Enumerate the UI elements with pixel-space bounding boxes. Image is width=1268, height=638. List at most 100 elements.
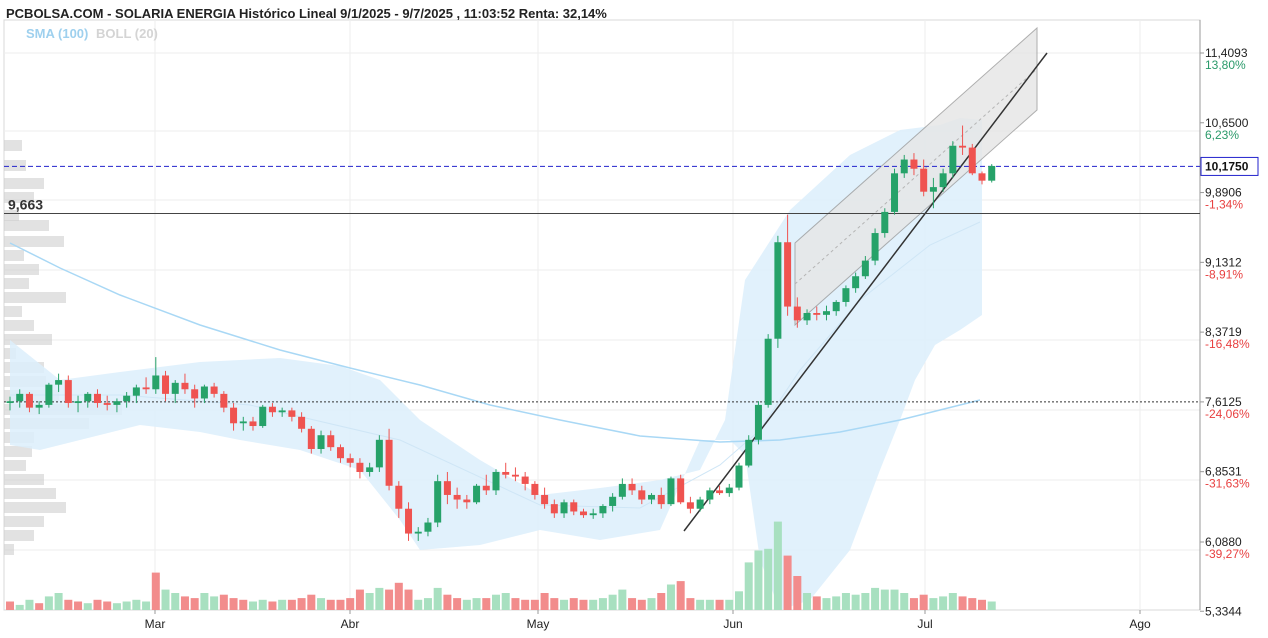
legend-sma[interactable]: SMA (100)	[26, 26, 89, 41]
candle-body	[288, 410, 296, 417]
candle-body	[103, 403, 111, 405]
candle	[842, 285, 850, 307]
candle	[152, 357, 160, 394]
profile-bar	[4, 544, 14, 555]
candle-body	[861, 260, 869, 277]
candle	[259, 404, 267, 428]
candle-body	[395, 485, 403, 509]
volume-bar	[317, 598, 326, 610]
candle-body	[891, 173, 899, 212]
volume-bar	[569, 598, 578, 610]
horizontal-levels: 9,663	[4, 165, 1200, 403]
volume-bar	[15, 604, 24, 610]
candle-body	[949, 145, 957, 174]
volume-bar	[249, 601, 257, 610]
volume-bar	[326, 599, 335, 610]
candle	[336, 444, 344, 463]
candle-body	[375, 439, 383, 468]
candle-body	[84, 393, 92, 402]
volume-bar	[919, 594, 928, 610]
volume-bar	[453, 598, 462, 610]
candle	[375, 435, 383, 472]
candle	[74, 395, 82, 413]
candle-body	[200, 386, 208, 399]
candle-body	[871, 233, 879, 261]
volume-bar	[492, 594, 500, 610]
candle-body	[832, 301, 840, 312]
candle-body	[346, 458, 354, 463]
legend-boll[interactable]: BOLL (20)	[96, 26, 158, 41]
candle-body	[210, 386, 218, 394]
candle-body	[123, 395, 131, 402]
candle	[725, 483, 733, 497]
candle	[745, 435, 753, 468]
candle	[861, 256, 869, 279]
candle-body	[784, 242, 792, 307]
candle	[959, 125, 967, 155]
volume-bar	[929, 598, 938, 610]
candle-body	[74, 401, 82, 404]
volume-bar	[472, 598, 481, 610]
volume-bar	[841, 593, 850, 610]
volume-bar	[385, 589, 394, 610]
candle-body	[725, 487, 733, 494]
volume-bar	[122, 601, 131, 610]
candle-body	[550, 504, 558, 514]
candle-body	[45, 384, 53, 405]
candle	[735, 462, 743, 491]
volume-bar	[773, 521, 782, 610]
candle	[648, 493, 656, 505]
candle-body	[181, 382, 189, 390]
candle-body	[541, 494, 549, 505]
y-tick-label: 9,1312	[1205, 255, 1242, 269]
volume-bar	[433, 587, 442, 610]
y-tick-label: 6,0880	[1205, 535, 1242, 549]
volume-bar	[151, 572, 160, 610]
candle-body	[599, 505, 607, 514]
candle-body	[677, 478, 685, 503]
profile-bar	[4, 474, 44, 485]
volume-bar	[64, 599, 73, 610]
volume-bar	[725, 599, 734, 610]
volume-bar	[939, 596, 948, 610]
candlesticks	[6, 125, 996, 541]
candle-body	[220, 393, 228, 408]
candle	[764, 334, 772, 408]
volume-bar	[462, 599, 471, 610]
volume-bar	[978, 599, 986, 610]
volume-bar	[414, 599, 423, 610]
candle-body	[249, 421, 257, 427]
candle	[327, 430, 335, 451]
candle-body	[560, 502, 568, 514]
candle-body	[959, 145, 967, 148]
profile-bar	[4, 502, 66, 513]
y-tick-label: 9,8906	[1205, 186, 1242, 200]
volume-bar	[968, 598, 977, 610]
volume-bar	[871, 587, 880, 610]
candle-body	[657, 494, 665, 505]
candle-body	[648, 494, 656, 500]
candle-body	[628, 483, 636, 491]
profile-bar	[4, 320, 34, 331]
y-tick-percent: -31,63%	[1205, 477, 1250, 491]
volume-bar	[142, 601, 151, 610]
candle	[171, 380, 179, 404]
candle	[6, 396, 14, 411]
candle-body	[482, 485, 490, 491]
volume-bar	[423, 598, 432, 610]
candle-body	[686, 502, 694, 509]
volume-bar	[297, 598, 306, 610]
y-tick-label: 5,3344	[1205, 604, 1242, 618]
candle	[210, 382, 218, 398]
candle-body	[414, 531, 422, 534]
candle-body	[706, 490, 714, 500]
candle	[978, 171, 986, 185]
y-tick-label: 6,8531	[1205, 465, 1242, 479]
candle-body	[336, 447, 344, 459]
candle	[405, 502, 413, 541]
volume-bar	[307, 594, 316, 610]
candle-body	[6, 401, 14, 404]
volume-bar	[589, 599, 598, 610]
candle	[871, 228, 879, 266]
